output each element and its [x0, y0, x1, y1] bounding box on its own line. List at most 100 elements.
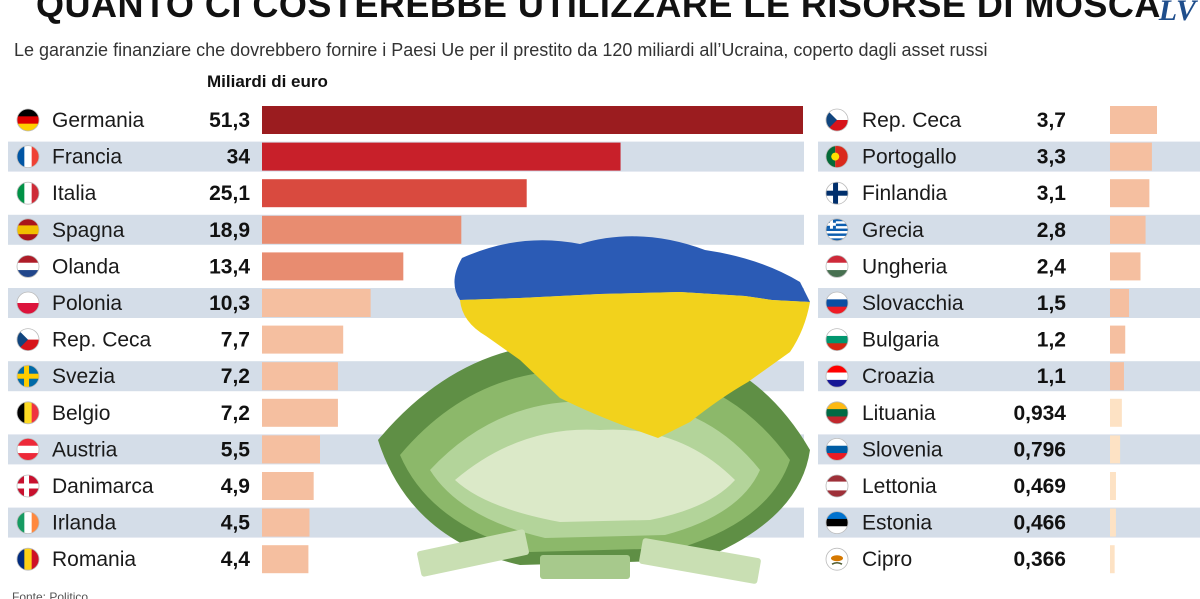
flag-icon [16, 401, 40, 425]
left-row: Austria 5,5 [16, 437, 251, 461]
left-value-label: 4,4 [221, 548, 251, 571]
flag-icon [16, 291, 40, 315]
left-value-label: 7,7 [221, 329, 250, 352]
left-value-label: 51,3 [209, 109, 250, 132]
left-country-label: Irlanda [52, 512, 117, 535]
left-bar [262, 325, 344, 354]
ukraine-map [454, 236, 810, 438]
right-value-label: 3,3 [1037, 146, 1066, 169]
flag-icon [16, 254, 40, 278]
right-bar [1110, 142, 1152, 171]
left-row: Belgio 7,2 [16, 401, 250, 425]
flag-icon [825, 181, 849, 205]
right-country-label: Bulgaria [862, 329, 939, 352]
right-country-label: Estonia [862, 512, 932, 535]
flag-icon [825, 328, 849, 352]
flag-icon [825, 218, 849, 242]
flag-icon [825, 474, 849, 498]
right-country-label: Ungheria [862, 255, 948, 278]
flag-icon [825, 145, 849, 169]
right-value-label: 1,1 [1037, 365, 1067, 388]
left-row: Germania 51,3 [16, 108, 250, 132]
right-bar [1110, 252, 1141, 281]
flag-icon [16, 437, 40, 461]
publisher-logo: LV [1158, 0, 1196, 27]
flag-icon [825, 547, 849, 571]
flag-icon [16, 218, 40, 242]
source-note: Fonte: Politico [12, 590, 89, 599]
left-bar [262, 289, 371, 317]
right-row: Portogallo 3,3 [825, 145, 1066, 169]
right-bar [1110, 472, 1116, 500]
left-bar [262, 472, 314, 500]
left-value-label: 7,2 [221, 365, 250, 388]
flag-icon [825, 254, 849, 278]
right-row-band [818, 288, 1200, 318]
left-country-label: Polonia [52, 292, 122, 315]
right-bar [1110, 545, 1115, 574]
right-row-band [818, 507, 1200, 538]
flag-icon [16, 145, 40, 169]
unit-label: Miliardi di euro [207, 72, 328, 91]
chart-title: QUANTO CI COSTEREBBE UTILIZZARE LE RISOR… [36, 0, 1161, 25]
left-country-label: Austria [52, 438, 118, 461]
left-row: Irlanda 4,5 [16, 511, 251, 535]
flag-icon [825, 291, 849, 315]
left-country-label: Francia [52, 146, 122, 169]
right-row: Grecia 2,8 [825, 218, 1067, 242]
flag-icon [825, 437, 849, 461]
left-value-label: 5,5 [221, 438, 251, 461]
left-country-label: Germania [52, 109, 145, 132]
flag-icon [825, 364, 849, 388]
right-value-label: 2,8 [1037, 219, 1067, 242]
left-value-label: 4,9 [221, 475, 250, 498]
right-country-label: Portogallo [862, 146, 957, 169]
left-country-label: Rep. Ceca [52, 329, 152, 352]
flag-icon [16, 181, 40, 205]
right-row: Rep. Ceca 3,7 [825, 108, 1066, 132]
left-bar [262, 362, 338, 391]
left-bar [262, 252, 404, 281]
flag-icon [16, 364, 40, 388]
right-value-label: 3,7 [1037, 109, 1066, 132]
bars [262, 106, 1157, 574]
right-row: Lituania 0,934 [825, 401, 1066, 425]
right-value-label: 1,5 [1037, 292, 1067, 315]
right-value-label: 0,796 [1013, 438, 1066, 461]
left-bar [262, 398, 338, 427]
right-country-label: Cipro [862, 548, 912, 571]
left-country-label: Danimarca [52, 475, 154, 498]
flag-icon [16, 547, 40, 571]
left-value-label: 18,9 [209, 219, 250, 242]
flag-icon [16, 108, 40, 132]
right-row: Slovenia 0,796 [825, 437, 1066, 461]
right-row: Estonia 0,466 [825, 511, 1066, 535]
right-country-label: Rep. Ceca [862, 109, 962, 132]
right-country-label: Slovenia [862, 438, 943, 461]
right-bar [1110, 508, 1116, 537]
right-row-band [818, 361, 1200, 392]
right-row: Slovacchia 1,5 [825, 291, 1067, 315]
rows: Germania 51,3 Francia 34 Italia 25,1 Spagna 18,… [16, 108, 1067, 571]
chart-subtitle: Le garanzie finanziare che dovrebbero fo… [14, 40, 988, 60]
flag-icon [16, 511, 40, 534]
left-country-label: Belgio [52, 402, 110, 425]
left-row: Polonia 10,3 [16, 291, 250, 315]
right-row: Ungheria 2,4 [825, 254, 1066, 278]
left-value-label: 4,5 [221, 512, 251, 535]
left-row: Olanda 13,4 [16, 254, 250, 278]
left-row: Spagna 18,9 [16, 218, 250, 242]
right-bar [1110, 398, 1122, 427]
right-country-label: Lituania [862, 402, 936, 425]
right-value-label: 1,2 [1037, 329, 1066, 352]
right-value-label: 0,366 [1013, 548, 1066, 571]
flag-icon [16, 328, 40, 352]
right-value-label: 0,466 [1013, 512, 1066, 535]
left-row: Rep. Ceca 7,7 [16, 328, 250, 352]
right-row: Lettonia 0,469 [825, 474, 1066, 498]
left-row: Francia 34 [16, 145, 250, 169]
right-bar [1110, 106, 1157, 134]
flag-icon [825, 108, 849, 132]
right-bar [1110, 435, 1121, 464]
